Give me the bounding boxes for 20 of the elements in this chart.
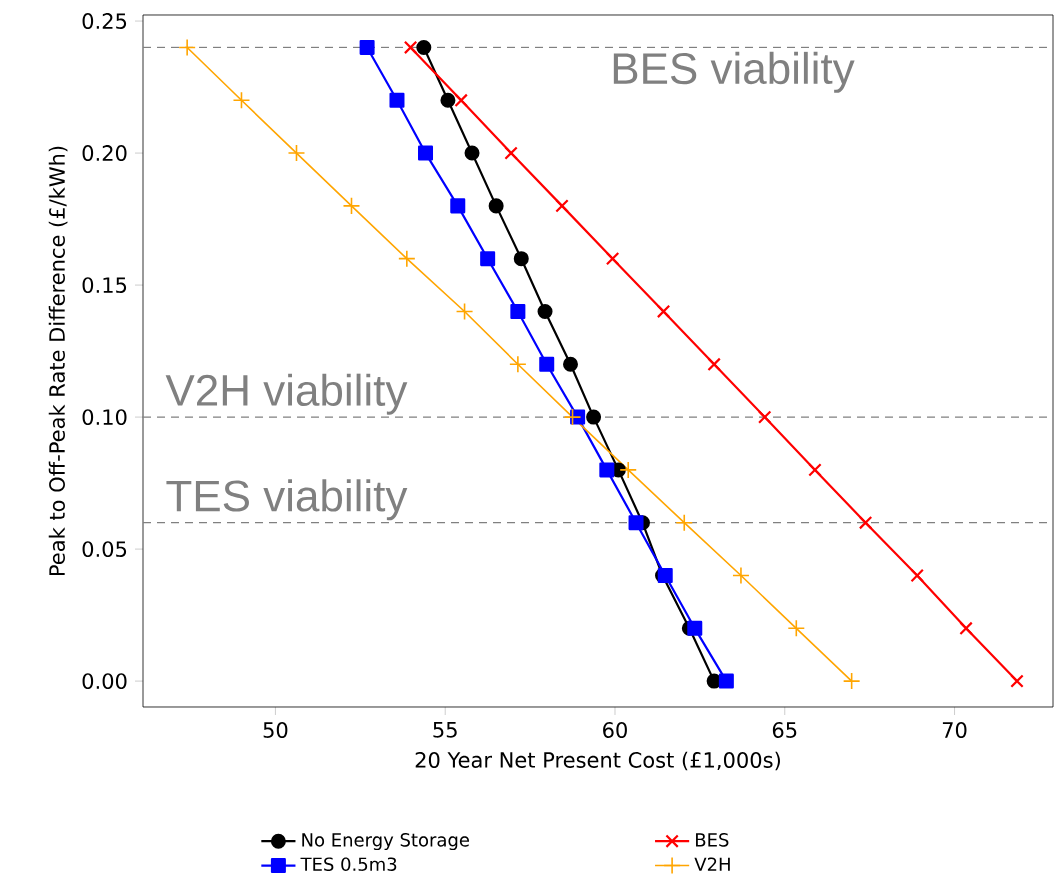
y-tick-label: 0.10	[82, 409, 127, 426]
x-tick-label: 55	[433, 722, 457, 738]
legend-label: V2H	[694, 857, 730, 871]
y-tick-label: 0.20	[82, 145, 127, 161]
y-tick-label: 0.05	[82, 541, 127, 558]
x-tick-label: 60	[603, 722, 627, 738]
y-tick-label: 0.15	[82, 277, 127, 294]
legend-label: TES 0.5m3	[300, 857, 397, 871]
x-tick-label: 50	[263, 722, 288, 738]
x-tick-label: 65	[772, 722, 797, 738]
legend-label: BES	[696, 833, 729, 847]
x-axis-title: 20 Year Net Present Cost (£1,000s)	[415, 751, 780, 771]
ref-line-label: V2H viability	[165, 373, 408, 415]
legend-label: No Energy Storage	[302, 833, 470, 851]
ref-line-label: TES viability	[166, 479, 408, 521]
ref-line-label: BES viability	[613, 51, 855, 93]
y-axis-title: Peak to Off-Peak Rate Difference (£/kWh)	[48, 146, 68, 576]
x-tick-label: 70	[942, 722, 967, 738]
y-tick-label: 0.25	[82, 13, 127, 29]
y-tick-label: 0.00	[82, 673, 127, 690]
